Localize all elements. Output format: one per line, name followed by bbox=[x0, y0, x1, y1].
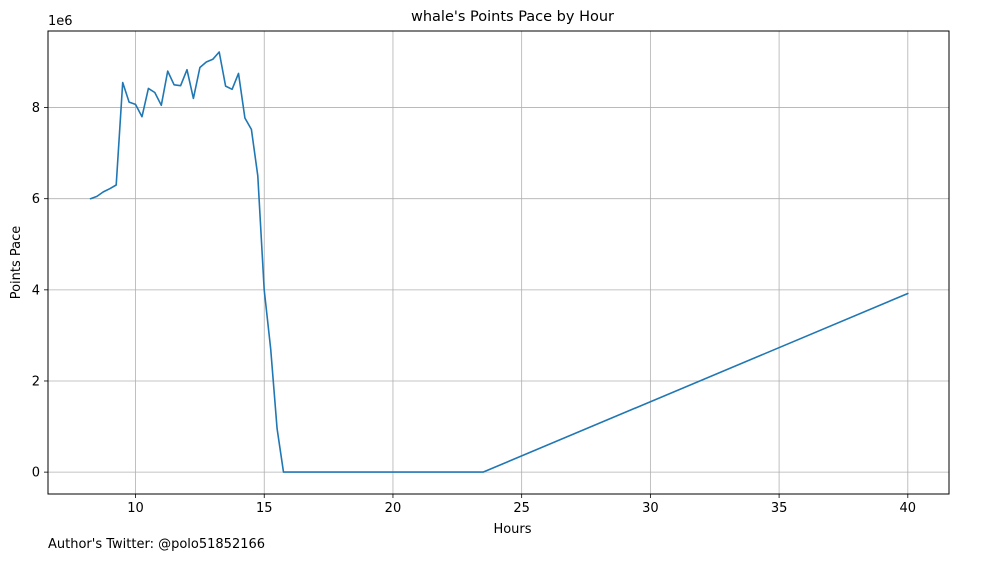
x-tick-label: 15 bbox=[256, 501, 273, 516]
y-tick-label: 4 bbox=[32, 283, 40, 298]
x-tick-label: 25 bbox=[513, 501, 530, 516]
y-tick-label: 2 bbox=[32, 374, 40, 389]
axis-ticks: 10 15 20 25 30 35 40 0 2 4 6 8 bbox=[32, 101, 916, 516]
x-tick-label: 20 bbox=[385, 501, 402, 516]
x-tick-label: 40 bbox=[900, 501, 917, 516]
x-tick-label: 35 bbox=[771, 501, 788, 516]
y-axis-multiplier-label: 1e6 bbox=[48, 14, 73, 29]
x-axis-label: Hours bbox=[493, 522, 531, 537]
y-tick-label: 0 bbox=[32, 466, 40, 481]
author-credit: Author's Twitter: @polo51852166 bbox=[48, 537, 266, 552]
x-tick-label: 10 bbox=[127, 501, 144, 516]
data-series bbox=[89, 51, 909, 473]
chart-title: whale's Points Pace by Hour bbox=[411, 9, 614, 25]
y-tick-label: 6 bbox=[32, 192, 40, 207]
y-tick-label: 8 bbox=[32, 101, 40, 116]
gridlines bbox=[48, 31, 949, 494]
x-tick-label: 30 bbox=[642, 501, 659, 516]
y-axis-label: Points Pace bbox=[9, 226, 24, 300]
plot-frame bbox=[47, 30, 950, 495]
points-pace-line bbox=[89, 51, 909, 473]
